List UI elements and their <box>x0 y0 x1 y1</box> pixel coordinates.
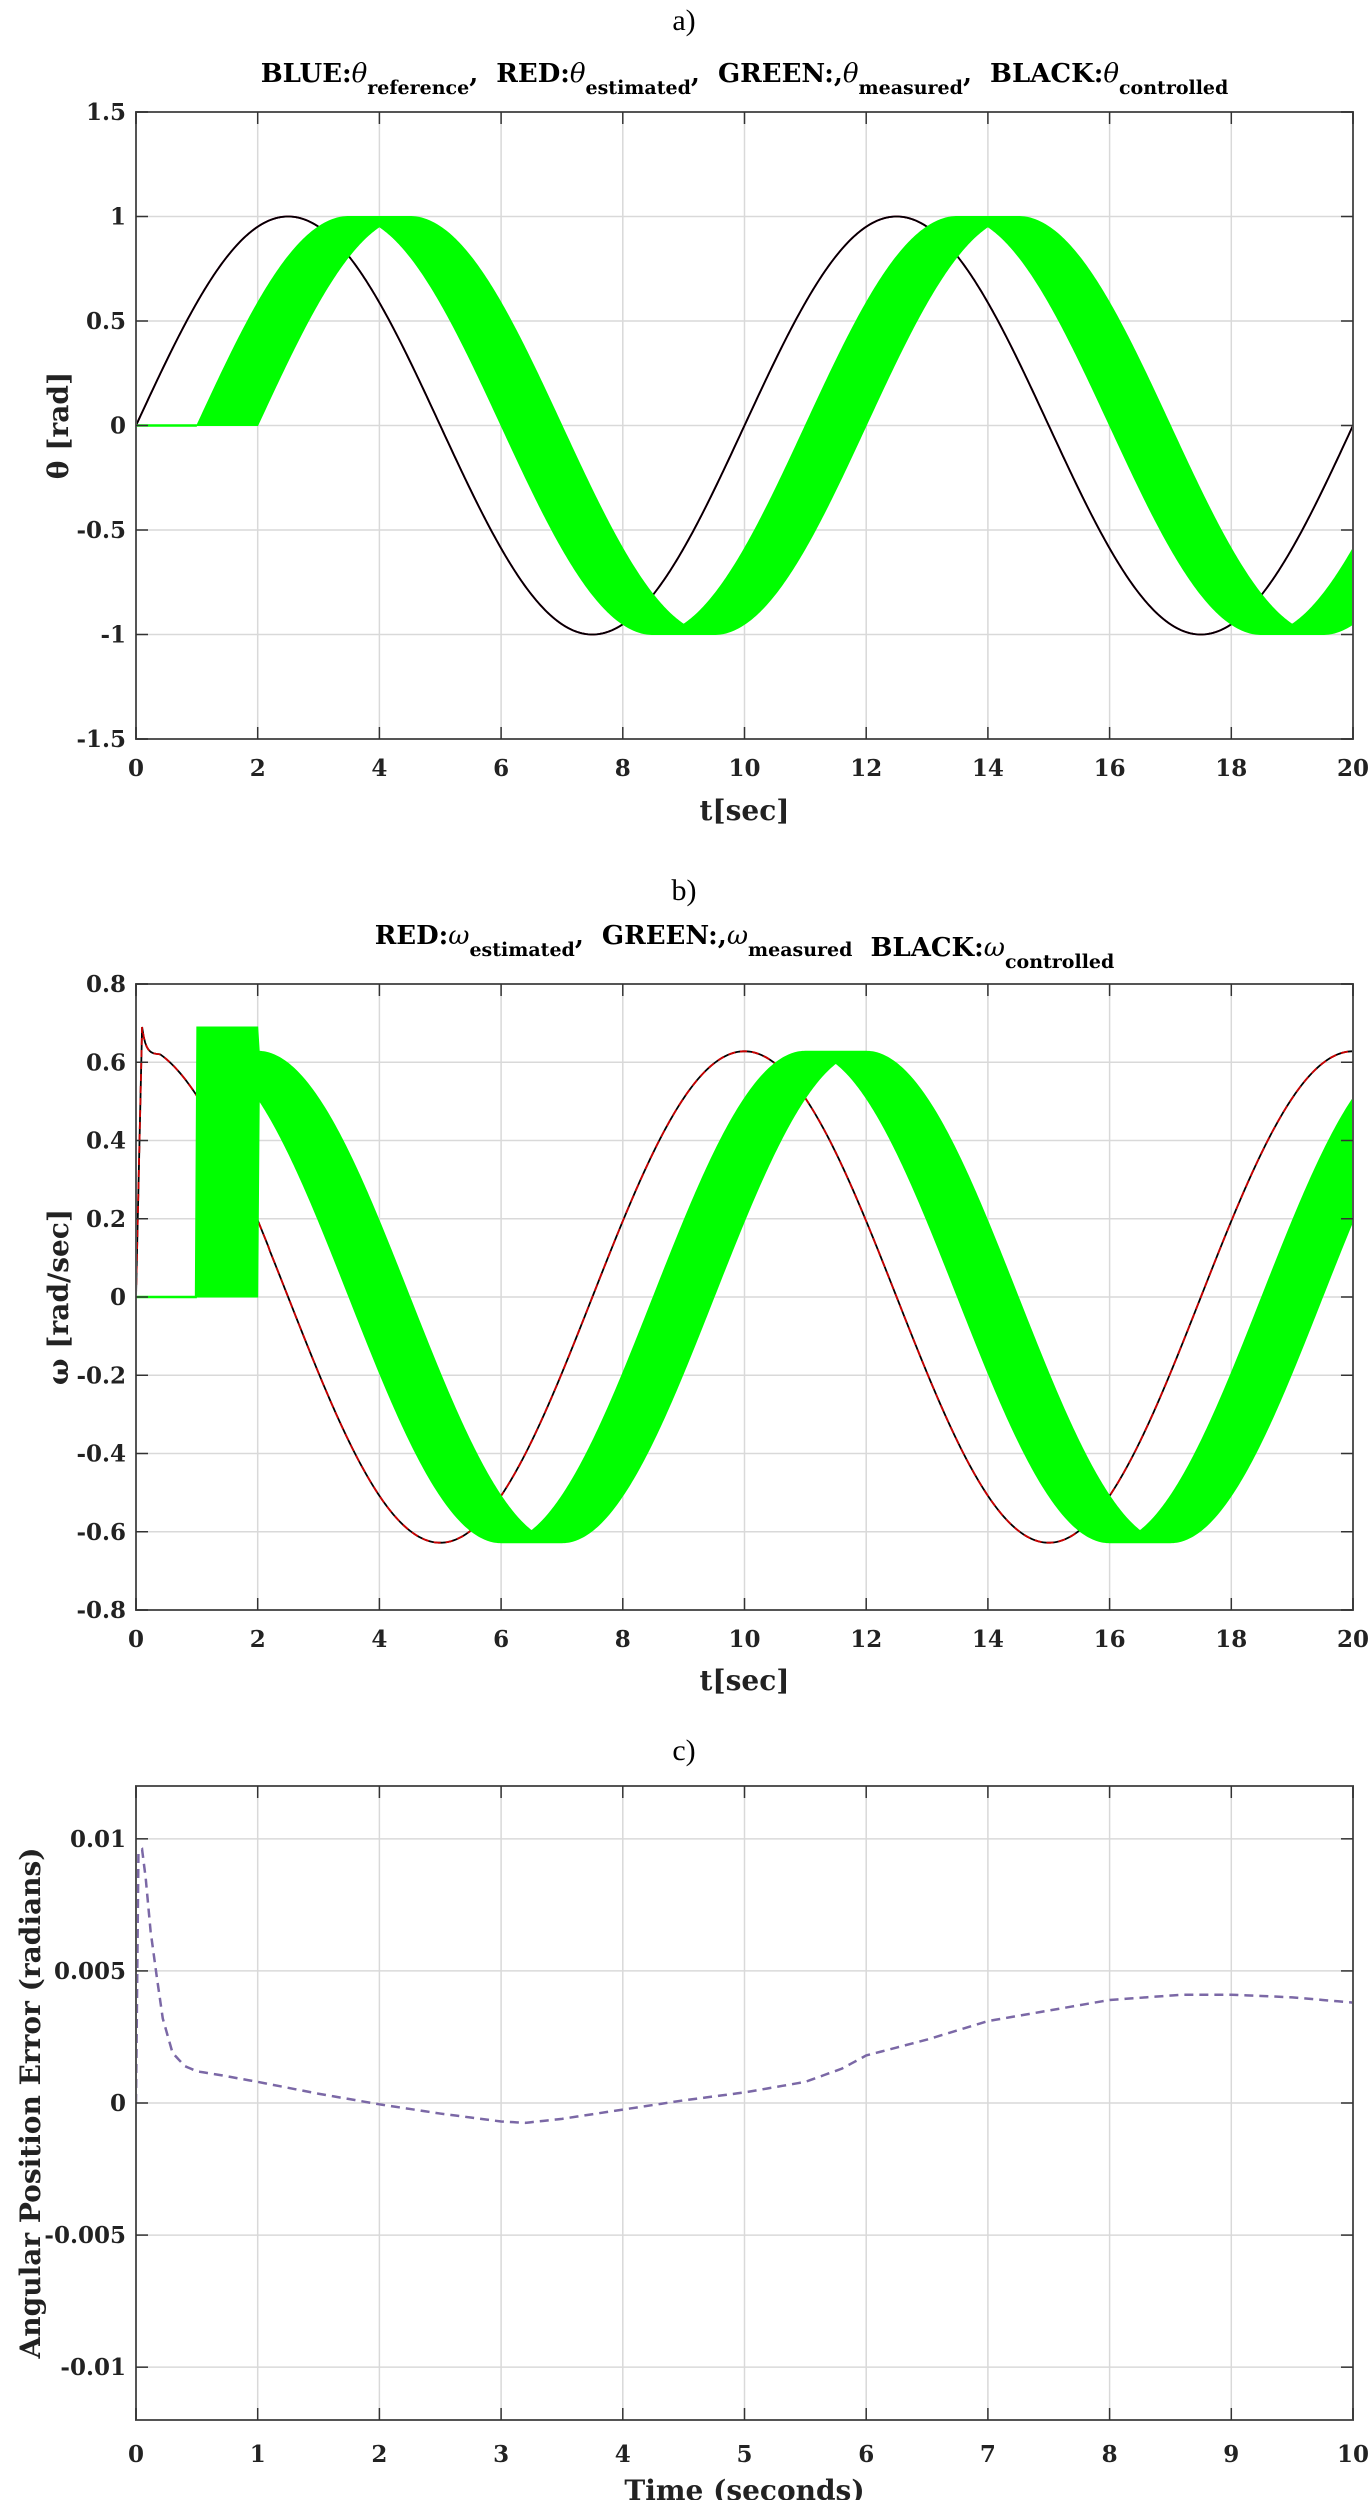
y-tick-label: 0 <box>110 413 126 440</box>
x-tick-label: 16 <box>1094 755 1126 782</box>
x-tick-label: 0 <box>128 1626 144 1653</box>
x-tick-label: 3 <box>493 2441 509 2468</box>
chart-title: BLUE:θreference, RED:θestimated, GREEN:,θm… <box>261 59 1229 99</box>
x-tick-label: 6 <box>858 2441 874 2468</box>
x-tick-label: 0 <box>128 2441 144 2468</box>
x-tick-label: 18 <box>1215 1626 1247 1653</box>
y-tick-label: -0.4 <box>76 1441 126 1468</box>
x-tick-label: 0 <box>128 755 144 782</box>
x-tick-label: 9 <box>1223 2441 1239 2468</box>
plot-theta: 0 2 4 6 8 10 12 14 16 18 20 -1.5 -1 -0.5 0 0.5 1 1.5 t[sec… <box>42 59 1369 827</box>
y-tick-label: 0.8 <box>86 971 126 998</box>
x-tick-label: 8 <box>1102 2441 1118 2468</box>
x-axis-label: Time (seconds) <box>624 2474 864 2500</box>
x-tick-label: 20 <box>1337 755 1369 782</box>
y-tick-label: -0.01 <box>60 2354 126 2381</box>
plot-area <box>136 215 1353 636</box>
y-tick-label: 0.2 <box>86 1206 126 1233</box>
y-tick-label: 0.6 <box>86 1049 126 1076</box>
series-measured-band <box>136 1026 1353 1544</box>
series-measured-band <box>136 216 1353 635</box>
y-tick-label: 0.5 <box>86 308 126 335</box>
y-tick-label: 0 <box>110 2090 126 2117</box>
panel-label-b: b) <box>672 874 697 907</box>
x-tick-label: 10 <box>728 755 760 782</box>
y-axis-label: θ [rad] <box>42 372 75 479</box>
y-tick-label: -0.005 <box>44 2222 126 2249</box>
x-axis-label: t[sec] <box>699 1664 789 1697</box>
x-tick-label: 6 <box>493 1626 509 1653</box>
plot-area <box>136 1847 1353 2125</box>
x-tick-label: 14 <box>972 1626 1004 1653</box>
y-tick-label: -0.5 <box>76 517 126 544</box>
y-tick-label: 0.005 <box>54 1958 126 1985</box>
x-tick-label: 4 <box>371 1626 387 1653</box>
y-tick-label: -1 <box>100 622 126 649</box>
x-tick-label: 2 <box>250 1626 266 1653</box>
x-tick-label: 7 <box>980 2441 996 2468</box>
y-tick-label: 0.01 <box>70 1826 126 1853</box>
x-tick-label: 18 <box>1215 755 1247 782</box>
y-tick-label: -0.6 <box>76 1519 126 1546</box>
y-tick-label: 0.4 <box>86 1128 126 1155</box>
x-tick-label: 12 <box>850 1626 882 1653</box>
y-tick-label: -0.8 <box>76 1597 126 1624</box>
y-tick-label: 1.5 <box>86 99 126 126</box>
panel-label-a: a) <box>672 4 695 37</box>
y-tick-label: -1.5 <box>76 726 126 753</box>
x-tick-label: 12 <box>850 755 882 782</box>
x-tick-label: 4 <box>615 2441 631 2468</box>
panel-label-c: c) <box>672 1734 695 1767</box>
x-tick-label: 5 <box>736 2441 752 2468</box>
x-axis-label: t[sec] <box>699 794 789 827</box>
x-tick-label: 16 <box>1094 1626 1126 1653</box>
x-tick-label: 8 <box>615 1626 631 1653</box>
y-tick-label: -0.2 <box>76 1362 126 1389</box>
y-tick-label: 0 <box>110 1284 126 1311</box>
grid <box>136 1786 1353 2420</box>
x-tick-label: 6 <box>493 755 509 782</box>
x-tick-label: 8 <box>615 755 631 782</box>
x-tick-label: 2 <box>250 755 266 782</box>
plot-angular-error: 0 1 2 3 4 5 6 7 8 9 10 -0.01 -0.005 0 0.005 0.01 Time (s… <box>14 1785 1369 2500</box>
y-axis-label: ω [rad/sec] <box>42 1209 75 1385</box>
y-axis-label: Angular Position Error (radians) <box>14 1848 47 2360</box>
chart-title: RED:ωestimated, GREEN:,ωmeasured BLACK:ωco… <box>375 921 1115 973</box>
x-tick-label: 14 <box>972 755 1004 782</box>
series-error <box>136 1847 1353 2125</box>
x-tick-label: 10 <box>1337 2441 1369 2468</box>
x-tick-label: 4 <box>371 755 387 782</box>
x-tick-label: 1 <box>250 2441 266 2468</box>
x-tick-label: 2 <box>371 2441 387 2468</box>
y-tick-label: 1 <box>110 204 126 231</box>
plot-area <box>136 1026 1353 1544</box>
plot-omega: 0 2 4 6 8 10 12 14 16 18 20 -0.8 -0.6 -0.4 -0.2 0 0.2 0.4… <box>42 921 1369 1697</box>
x-tick-label: 20 <box>1337 1626 1369 1653</box>
series-estimated <box>136 1026 1353 1544</box>
x-tick-label: 10 <box>728 1626 760 1653</box>
